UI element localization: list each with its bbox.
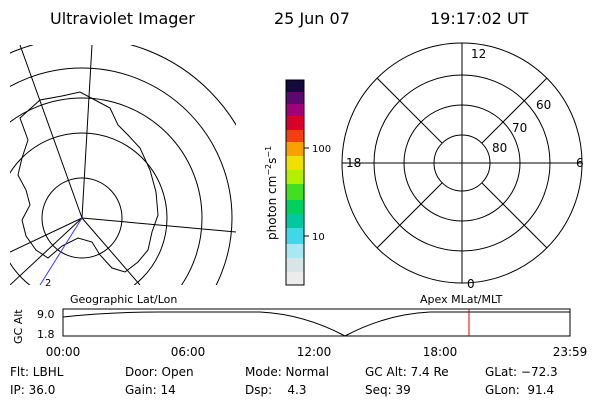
polar-label: 18 — [346, 156, 361, 170]
polar-label: 60 — [536, 98, 551, 112]
info-field: IP: 36.0 — [10, 383, 55, 397]
x-tick-label: 12:00 — [297, 345, 332, 359]
x-tick-label: 18:00 — [423, 345, 458, 359]
y-tick-label: 9.0 — [37, 308, 55, 321]
info-field: GLon: 91.4 — [485, 383, 554, 397]
timeline-left-title: Geographic Lat/Lon — [70, 293, 177, 306]
info-field: Mode: Normal — [245, 365, 329, 379]
timeline-frame — [62, 308, 571, 337]
date: 25 Jun 07 — [274, 9, 350, 28]
footer: Flt: LBHL Door: Open Mode: Normal GC Alt: 7… — [10, 365, 558, 397]
x-tick-label: 23:59 — [553, 345, 588, 359]
info-field: Dsp: 4.3 — [245, 383, 307, 397]
continent-outline — [17, 91, 159, 273]
colorbar-unit: photon cm−2s−1 — [264, 146, 279, 240]
y-tick-label: 1.8 — [37, 328, 55, 341]
instrument-title: Ultraviolet Imager — [50, 9, 195, 28]
polar-label: 70 — [512, 121, 527, 135]
polar-label: 0 — [467, 277, 475, 291]
y-axis-label: GC Alt — [12, 309, 25, 344]
info-field: Seq: 39 — [365, 383, 411, 397]
geo-map — [10, 45, 236, 285]
info-field: Door: Open — [125, 365, 194, 379]
time: 19:17:02 UT — [430, 9, 529, 28]
polar-grid — [341, 42, 583, 284]
info-field: GC Alt: 7.4 Re — [365, 365, 449, 379]
altitude-curve — [62, 311, 570, 337]
info-field: Gain: 14 — [125, 383, 176, 397]
info-field: GLat: −72.3 — [485, 365, 558, 379]
x-tick-label: 00:00 — [46, 345, 81, 359]
colorbar — [285, 79, 309, 286]
colorbar-tick: 100 — [312, 144, 331, 155]
info-field: Flt: LBHL — [10, 365, 64, 379]
map-label: 2 — [45, 278, 51, 289]
polar-label: 12 — [471, 47, 486, 61]
timeline-right-title: Apex MLat/MLT — [420, 293, 503, 306]
colorbar-tick: 10 — [312, 232, 325, 243]
polar-label: 80 — [492, 141, 507, 155]
x-tick-label: 06:00 — [171, 345, 206, 359]
polar-label: 6 — [576, 156, 584, 170]
